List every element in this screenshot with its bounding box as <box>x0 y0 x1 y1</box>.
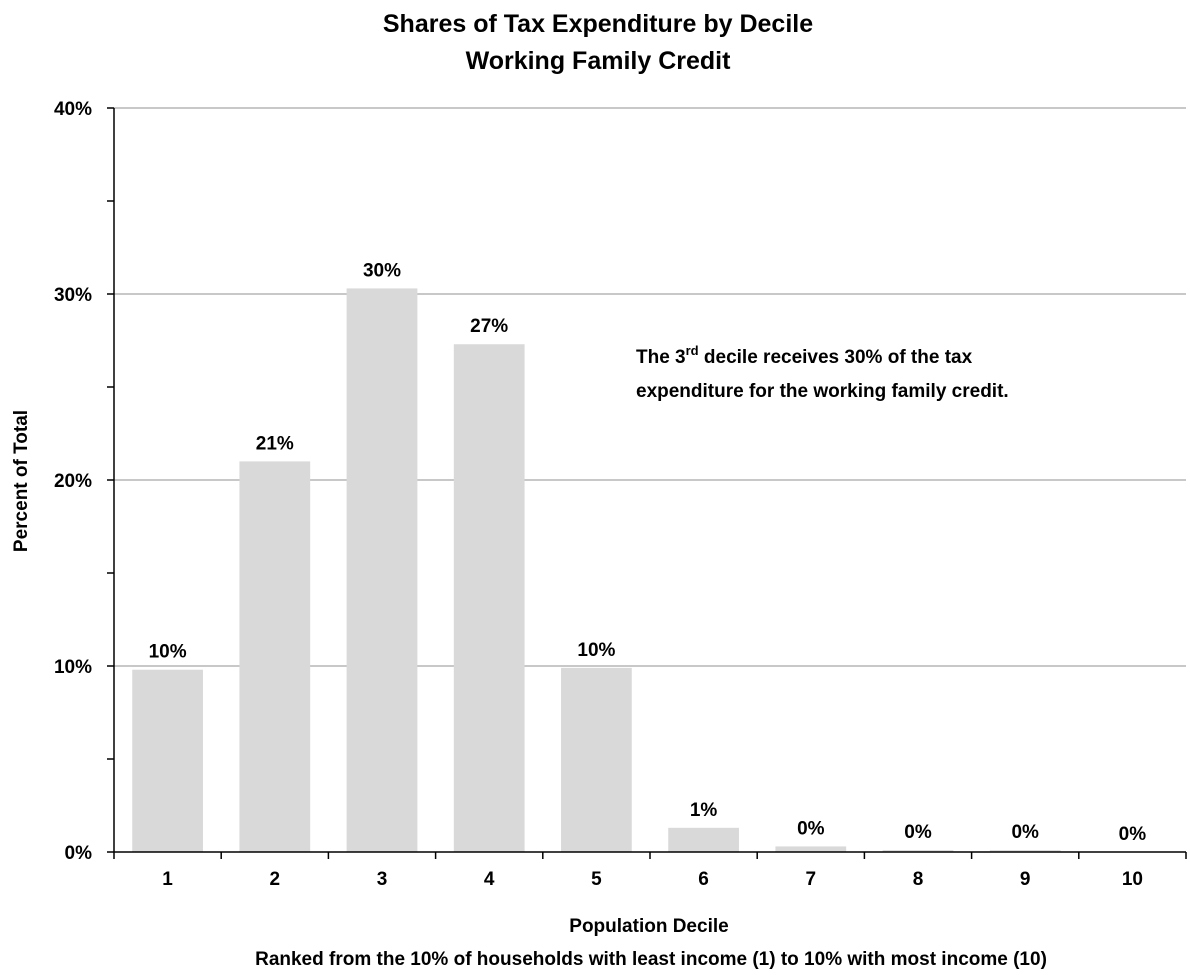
x-tick-label: 7 <box>806 869 817 890</box>
x-tick-label: 8 <box>913 869 924 890</box>
bar-decile-2 <box>239 461 311 852</box>
bar-decile-1 <box>132 669 203 852</box>
data-label-decile-7: 0% <box>797 818 825 839</box>
data-label-decile-8: 0% <box>904 822 932 843</box>
annotation-line-1: The 3rd decile receives 30% of the tax <box>636 343 973 368</box>
annotation-line-2: expenditure for the working family credi… <box>636 381 1009 402</box>
data-label-decile-1: 10% <box>149 642 187 663</box>
bar-decile-4 <box>453 344 525 852</box>
bars <box>132 288 1061 852</box>
annotation-sup: rd <box>686 343 699 358</box>
x-tick-labels: 1 2 3 4 5 6 7 8 9 10 <box>162 869 1143 890</box>
x-tick-label: 5 <box>591 869 602 890</box>
x-tick-label: 2 <box>270 869 281 890</box>
axes <box>107 107 1187 859</box>
x-tick-label: 9 <box>1020 869 1031 890</box>
x-tick-label: 1 <box>162 869 173 890</box>
x-tick-label: 4 <box>484 869 495 890</box>
x-tick-label: 6 <box>698 869 709 890</box>
data-label-decile-5: 10% <box>577 640 615 661</box>
data-label-decile-3: 30% <box>363 260 401 281</box>
y-axis-label: Percent of Total <box>11 410 32 552</box>
bar-decile-9 <box>989 850 1061 852</box>
y-tick-label: 10% <box>54 657 92 678</box>
x-tick-label: 10 <box>1122 869 1143 890</box>
data-labels: 10% 21% 30% 27% 10% 1% 0% 0% 0% 0% <box>149 260 1147 845</box>
bar-decile-7 <box>775 846 847 852</box>
y-tick-labels: 0% 10% 20% 30% 40% <box>54 99 92 864</box>
data-label-decile-6: 1% <box>690 800 718 821</box>
data-label-decile-9: 0% <box>1011 822 1039 843</box>
y-tick-label: 30% <box>54 285 92 306</box>
bar-decile-3 <box>346 288 418 852</box>
y-tick-label: 20% <box>54 471 92 492</box>
data-label-decile-10: 0% <box>1119 824 1147 845</box>
x-tick-label: 3 <box>377 869 388 890</box>
y-tick-label: 0% <box>65 843 93 864</box>
bar-decile-8 <box>882 850 954 852</box>
bar-decile-5 <box>561 667 632 852</box>
x-axis-label: Population Decile <box>569 916 728 937</box>
chart-subtitle: Working Family Credit <box>466 47 732 75</box>
chart-title: Shares of Tax Expenditure by Decile <box>383 10 813 38</box>
bar-decile-6 <box>668 827 739 852</box>
annotation-post: decile receives 30% of the tax <box>699 347 973 368</box>
data-label-decile-2: 21% <box>256 433 294 454</box>
y-tick-label: 40% <box>54 99 92 120</box>
annotation-pre: The 3 <box>636 347 686 368</box>
x-axis-sublabel: Ranked from the 10% of households with l… <box>255 949 1047 970</box>
data-label-decile-4: 27% <box>470 316 508 337</box>
